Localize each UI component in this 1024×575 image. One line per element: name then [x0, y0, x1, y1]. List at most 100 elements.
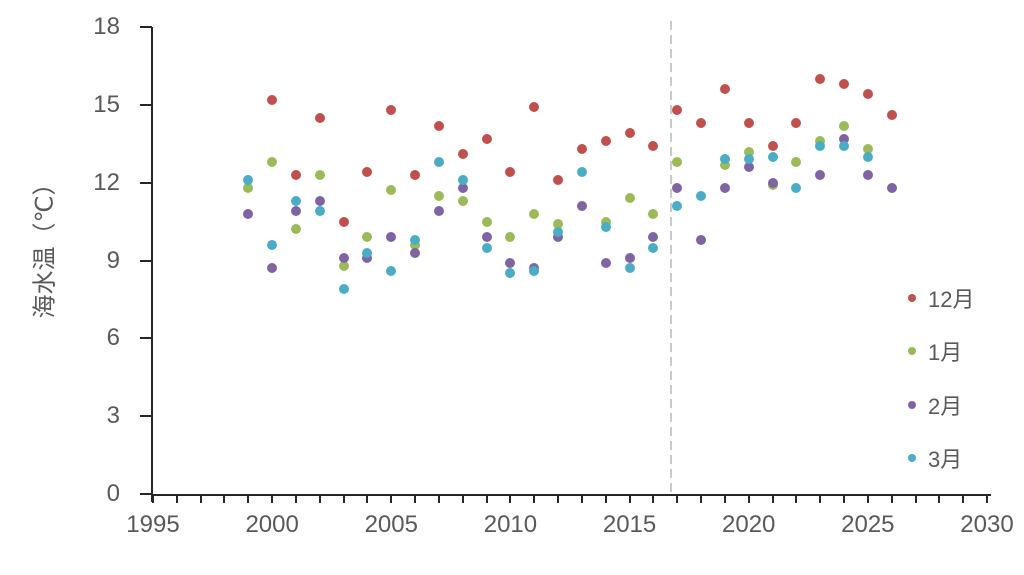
data-point: [457, 195, 468, 206]
data-point: [719, 182, 730, 193]
x-axis-tick: [294, 496, 297, 503]
data-point: [719, 154, 730, 165]
x-axis-tick: [152, 496, 154, 503]
data-point: [290, 224, 301, 235]
data-point: [314, 195, 325, 206]
data-point: [648, 141, 659, 152]
data-point: [791, 156, 802, 167]
reference-line: [670, 21, 673, 494]
x-axis-tick: [676, 496, 679, 503]
x-tick-label: 2000: [245, 511, 299, 538]
x-axis-tick: [771, 496, 774, 503]
x-axis-tick: [461, 496, 464, 503]
y-axis-tick: [140, 103, 152, 106]
x-axis-tick: [199, 496, 202, 503]
data-point: [600, 221, 611, 232]
data-point: [314, 206, 325, 217]
x-tick-label: 1995: [126, 511, 180, 538]
x-axis-tick: [652, 496, 655, 503]
data-point: [839, 120, 850, 131]
y-tick-label: 18: [93, 13, 120, 40]
data-point: [338, 284, 349, 295]
data-point: [267, 239, 278, 250]
y-tick-label: 15: [93, 90, 120, 118]
data-point: [505, 258, 516, 269]
data-point: [433, 156, 444, 167]
legend-item: 12月: [908, 285, 975, 312]
data-point: [338, 252, 349, 263]
data-point: [529, 102, 540, 113]
data-point: [743, 146, 754, 157]
data-point: [862, 151, 873, 162]
data-point: [410, 239, 421, 250]
data-point: [862, 89, 873, 100]
data-point: [314, 112, 325, 123]
x-axis-tick: [390, 496, 393, 503]
x-axis-tick: [485, 496, 488, 503]
data-point: [338, 260, 349, 271]
data-point: [362, 252, 373, 263]
data-point: [600, 216, 611, 227]
data-point: [386, 105, 397, 116]
y-axis-tick: [140, 26, 152, 28]
data-point: [743, 154, 754, 165]
x-axis-tick: [509, 496, 512, 503]
data-point: [362, 247, 373, 258]
data-point: [433, 120, 444, 131]
y-tick-label: 3: [106, 402, 120, 430]
data-point: [839, 133, 850, 144]
data-point: [410, 247, 421, 258]
data-point: [457, 182, 468, 193]
data-point: [529, 265, 540, 276]
data-point: [433, 190, 444, 201]
data-point: [624, 128, 635, 139]
legend-label: 12月: [928, 287, 975, 312]
data-point: [648, 208, 659, 219]
data-point: [410, 169, 421, 180]
data-point: [791, 182, 802, 193]
x-axis-tick: [557, 496, 560, 503]
x-axis-tick: [986, 496, 988, 503]
x-axis-tick: [580, 496, 583, 503]
data-point: [290, 195, 301, 206]
data-point: [743, 117, 754, 128]
data-point: [815, 73, 826, 84]
y-axis-tick: [140, 259, 152, 262]
data-point: [600, 136, 611, 147]
data-point: [386, 265, 397, 276]
data-point: [743, 162, 754, 173]
legend-marker-icon: [908, 347, 916, 356]
data-point: [719, 84, 730, 95]
x-axis-tick: [795, 496, 798, 503]
data-point: [672, 105, 683, 116]
data-point: [839, 141, 850, 152]
data-point: [648, 242, 659, 253]
data-point: [600, 258, 611, 269]
data-point: [815, 169, 826, 180]
x-axis-tick: [366, 496, 369, 503]
data-point: [314, 169, 325, 180]
data-point: [481, 232, 492, 243]
data-point: [576, 143, 587, 154]
data-point: [767, 177, 778, 188]
legend-item: 2月: [908, 392, 963, 419]
x-axis-tick: [175, 496, 178, 503]
data-point: [839, 79, 850, 90]
legend-marker-icon: [908, 400, 916, 409]
legend-marker-icon: [908, 453, 916, 462]
x-tick-label: 2025: [841, 511, 895, 538]
data-point: [505, 268, 516, 279]
data-point: [815, 141, 826, 152]
data-point: [338, 216, 349, 227]
data-point: [886, 110, 897, 121]
legend-label: 2月: [928, 393, 963, 419]
data-point: [290, 169, 301, 180]
data-point: [696, 117, 707, 128]
data-point: [362, 167, 373, 178]
data-point: [457, 149, 468, 160]
y-axis-line: [151, 27, 153, 502]
x-axis-tick: [247, 496, 250, 503]
x-axis-tick: [747, 496, 750, 503]
data-point: [719, 159, 730, 170]
